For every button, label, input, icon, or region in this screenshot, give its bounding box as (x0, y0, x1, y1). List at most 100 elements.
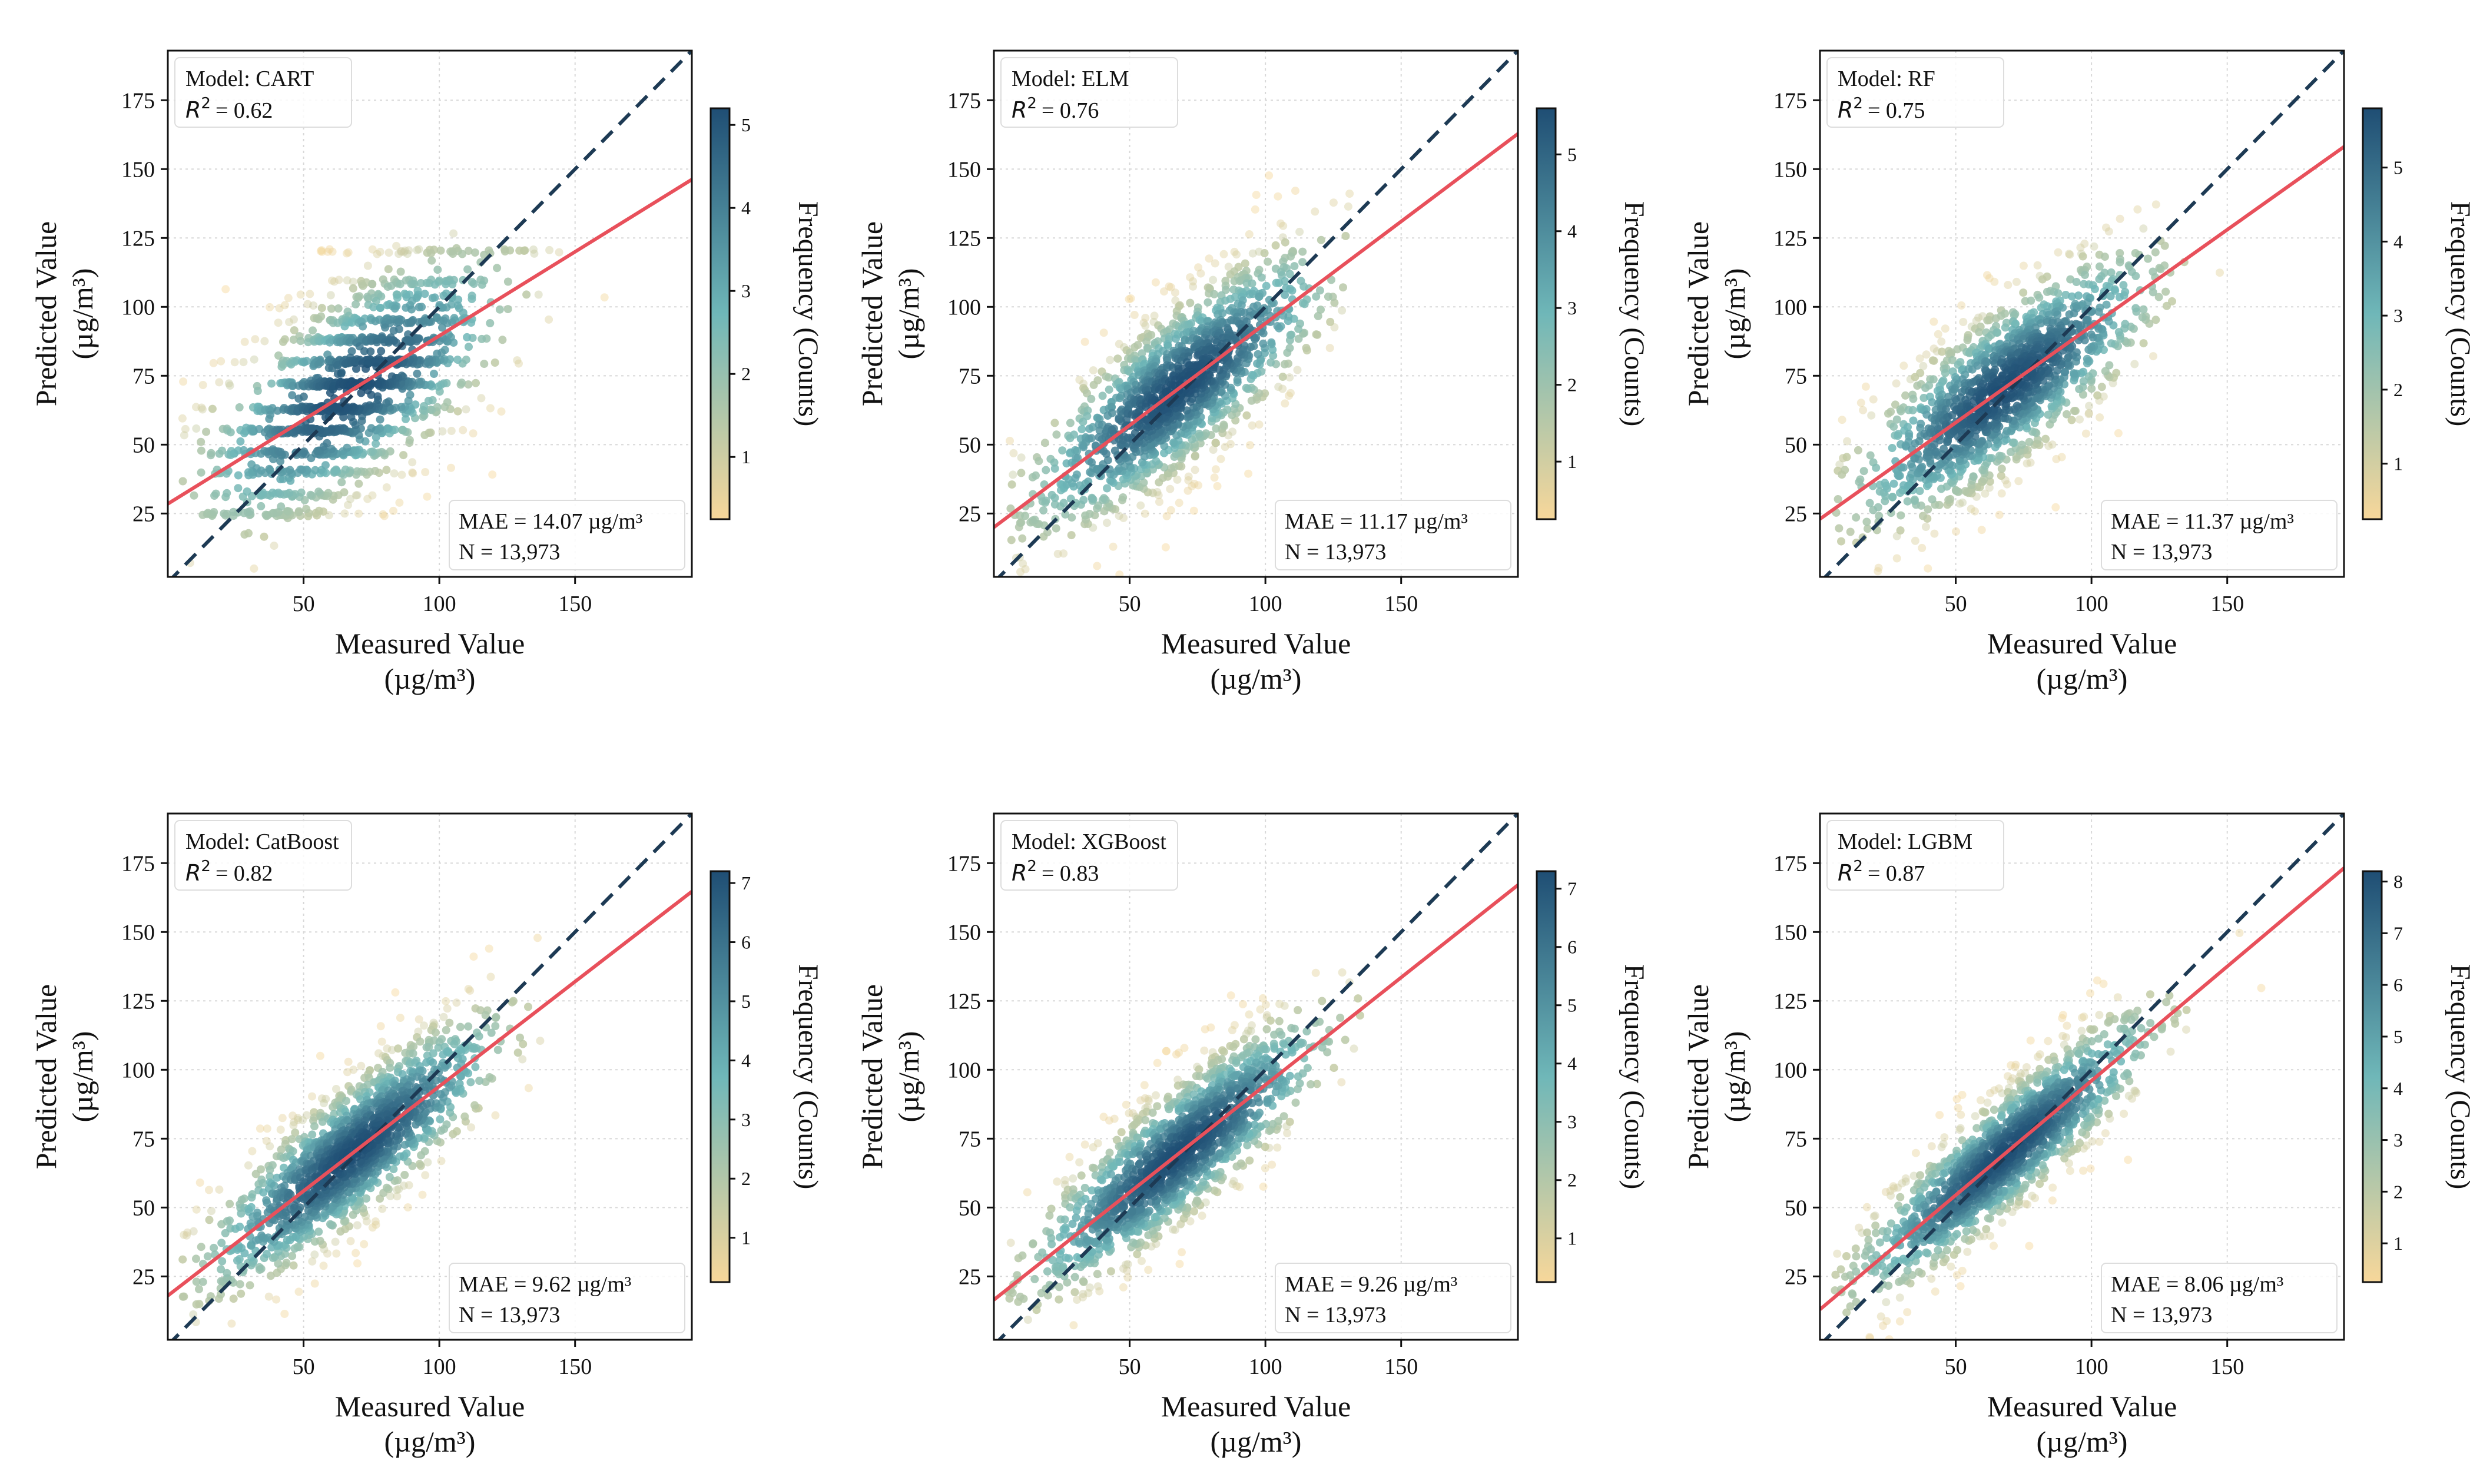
scatter-point (1341, 231, 1350, 240)
scatter-point (1972, 317, 1981, 326)
scatter-point (2019, 261, 2028, 270)
scatter-point (211, 489, 220, 498)
scatter-point (425, 1043, 433, 1051)
scatter-point (2084, 346, 2093, 354)
scatter-point (1294, 334, 1303, 343)
scatter-point (1050, 464, 1059, 473)
scatter-point (1211, 465, 1220, 474)
scatter-point (1974, 313, 1983, 322)
scatter-point (314, 487, 323, 496)
scatter-point (1298, 298, 1307, 307)
scatter-point (1191, 466, 1199, 474)
scatter-point (453, 407, 462, 416)
scatter-point (450, 1040, 459, 1048)
scatter-point (323, 439, 331, 447)
scatter-point (344, 248, 353, 257)
scatter-point (1141, 314, 1150, 322)
scatter-point (240, 1194, 248, 1203)
scatter-point (1843, 586, 1851, 594)
scatter-point (384, 338, 393, 347)
scatter-point (302, 357, 311, 366)
scatter-point (1846, 527, 1855, 536)
scatter-point (1889, 422, 1898, 431)
y-tick-label: 150 (121, 157, 155, 182)
scatter-point (179, 377, 188, 386)
x-axis-label: Measured Value (335, 627, 525, 660)
n-label: N = 13,973 (459, 540, 560, 565)
scatter-point (192, 1205, 201, 1214)
y-tick-label: 50 (132, 433, 155, 457)
scatter-point (2033, 436, 2042, 444)
scatter-point (431, 1028, 440, 1037)
scatter-point (1119, 493, 1128, 502)
scatter-point (415, 1015, 423, 1024)
scatter-point (1211, 259, 1219, 268)
scatter-point (379, 510, 387, 519)
scatter-point (226, 1200, 234, 1209)
scatter-point (442, 997, 450, 1005)
scatter-point (243, 487, 251, 496)
scatter-point (1864, 524, 1872, 533)
scatter-point (545, 315, 553, 324)
scatter-point (1317, 235, 1325, 244)
scatter-point (286, 466, 294, 474)
scatter-point (2085, 401, 2094, 410)
scatter-point (1985, 316, 1994, 324)
scatter-point (1911, 536, 1919, 545)
scatter-point (464, 247, 473, 255)
scatter-point (1115, 340, 1123, 348)
scatter-point (1104, 373, 1113, 382)
scatter-point (2061, 291, 2070, 299)
scatter-point (189, 1227, 198, 1236)
scatter-point (1938, 347, 1947, 356)
scatter-point (493, 1045, 502, 1054)
scatter-point (2116, 258, 2124, 267)
scatter-point (256, 1124, 264, 1133)
scatter-point (246, 507, 254, 516)
scatter-point (2012, 277, 2021, 286)
y-tick-label: 100 (121, 295, 155, 320)
scatter-point (408, 458, 417, 467)
scatter-point (1187, 319, 1195, 328)
regression-line (994, 132, 1518, 529)
scatter-point (2104, 227, 2113, 236)
scatter-point (1067, 531, 1076, 540)
scatter-point (1285, 270, 1294, 278)
scatter-point (1233, 354, 1242, 363)
scatter-point (2149, 267, 2157, 276)
scatter-point (1080, 337, 1089, 346)
scatter-point (1296, 319, 1304, 328)
scatter-point (248, 1147, 257, 1156)
scatter-point (1939, 444, 1948, 453)
scatter-point (1094, 501, 1103, 510)
colorbar-tick-label: 2 (741, 363, 751, 384)
scatter-point (456, 1022, 465, 1031)
scatter-point (195, 1300, 204, 1309)
scatter-point (362, 364, 370, 373)
scatter-point (1919, 394, 1928, 402)
scatter-point (289, 1261, 298, 1270)
scatter-point (372, 433, 380, 441)
scatter-point (1073, 446, 1082, 455)
scatter-point (277, 1146, 286, 1154)
scatter-point (1077, 425, 1086, 434)
scatter-point (378, 1204, 387, 1213)
scatter-point (2044, 410, 2053, 419)
r2-label: R2 = 0.76 (1012, 95, 1099, 123)
scatter-point (1874, 567, 1882, 576)
scatter-point (2065, 310, 2074, 319)
scatter-point (1252, 191, 1261, 200)
scatter-point (1888, 493, 1897, 501)
scatter-point (371, 1217, 380, 1226)
scatter-point (1967, 504, 1975, 513)
scatter-point (217, 1265, 226, 1274)
scatter-point (208, 404, 217, 413)
scatter-point (1089, 366, 1098, 375)
y-tick-label: 75 (959, 364, 981, 389)
scatter-point (1269, 351, 1278, 360)
scatter-point (285, 318, 294, 327)
scatter-point (237, 1289, 246, 1298)
scatter-point (265, 464, 274, 473)
scatter-point (442, 280, 450, 288)
